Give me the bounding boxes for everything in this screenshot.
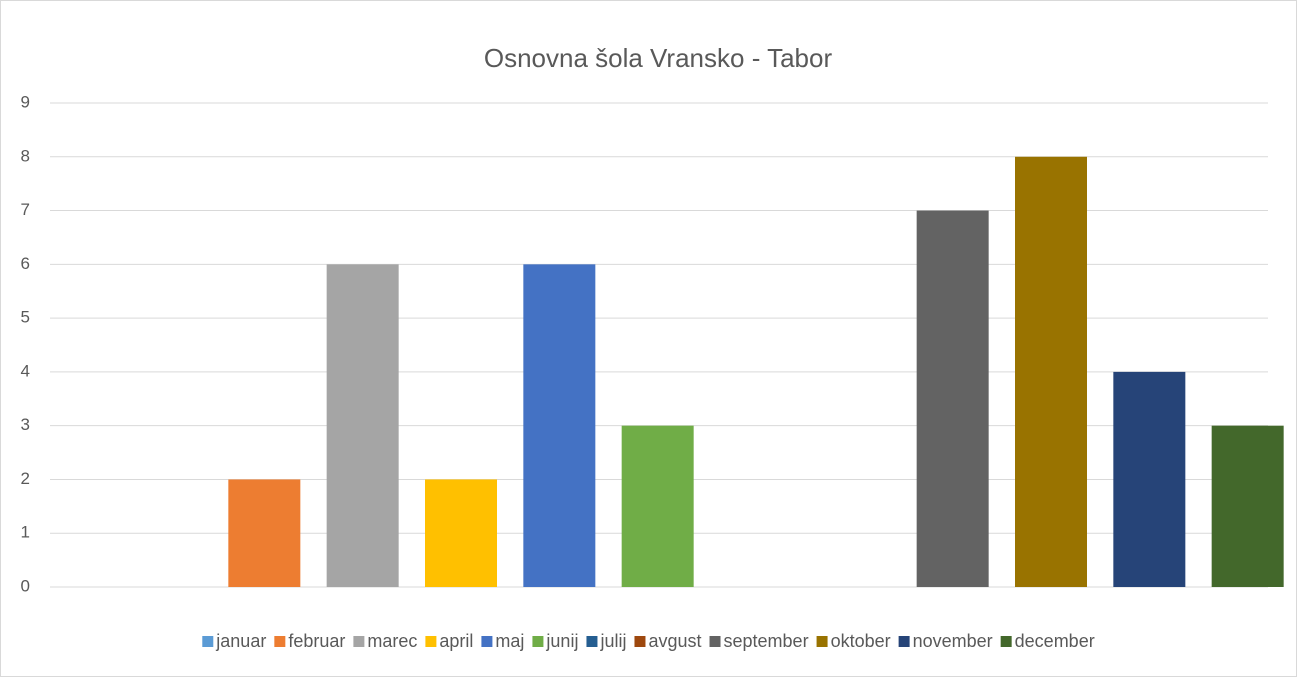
legend-label: avgust [648, 631, 701, 651]
legend-swatch [816, 636, 828, 647]
legend-label: april [439, 631, 473, 651]
bar [621, 425, 694, 587]
legend-label: december [1015, 631, 1095, 651]
bar [228, 479, 301, 587]
bar [916, 210, 989, 588]
legend-label: januar [215, 631, 266, 651]
legend-swatch [532, 636, 544, 647]
legend-swatch [481, 636, 493, 647]
bar [523, 264, 596, 587]
y-tick-label: 0 [21, 576, 30, 595]
legend-label: maj [495, 631, 524, 651]
y-tick-label: 8 [21, 146, 30, 165]
legend-label: februar [288, 631, 345, 651]
legend-label: oktober [831, 631, 891, 651]
bar [326, 264, 399, 587]
y-tick-label: 9 [21, 92, 30, 111]
y-tick-label: 6 [21, 254, 30, 273]
y-tick-label: 5 [21, 308, 30, 327]
y-tick-label: 7 [21, 200, 30, 219]
legend-swatch [202, 636, 214, 647]
legend-swatch [898, 636, 910, 647]
legend-swatch [634, 636, 646, 647]
bar [1015, 156, 1087, 587]
legend-swatch [274, 636, 286, 647]
y-tick-label: 4 [21, 361, 30, 380]
bar [1113, 371, 1186, 587]
y-tick-label: 1 [21, 523, 30, 542]
legend-swatch [1000, 636, 1012, 647]
legend-label: junij [545, 631, 578, 651]
legend-swatch [353, 636, 365, 647]
legend-label: november [913, 631, 993, 651]
chart-title: Osnovna šola Vransko - Tabor [484, 43, 833, 73]
legend-label: julij [599, 631, 626, 651]
legend-label: september [724, 631, 809, 651]
legend-swatch [586, 636, 598, 647]
legend-label: marec [367, 631, 417, 651]
bar [1211, 425, 1284, 587]
y-tick-label: 3 [21, 415, 30, 434]
legend-swatch [425, 636, 437, 647]
y-tick-label: 2 [21, 469, 30, 488]
legend-swatch [709, 636, 721, 647]
bar [425, 479, 497, 587]
